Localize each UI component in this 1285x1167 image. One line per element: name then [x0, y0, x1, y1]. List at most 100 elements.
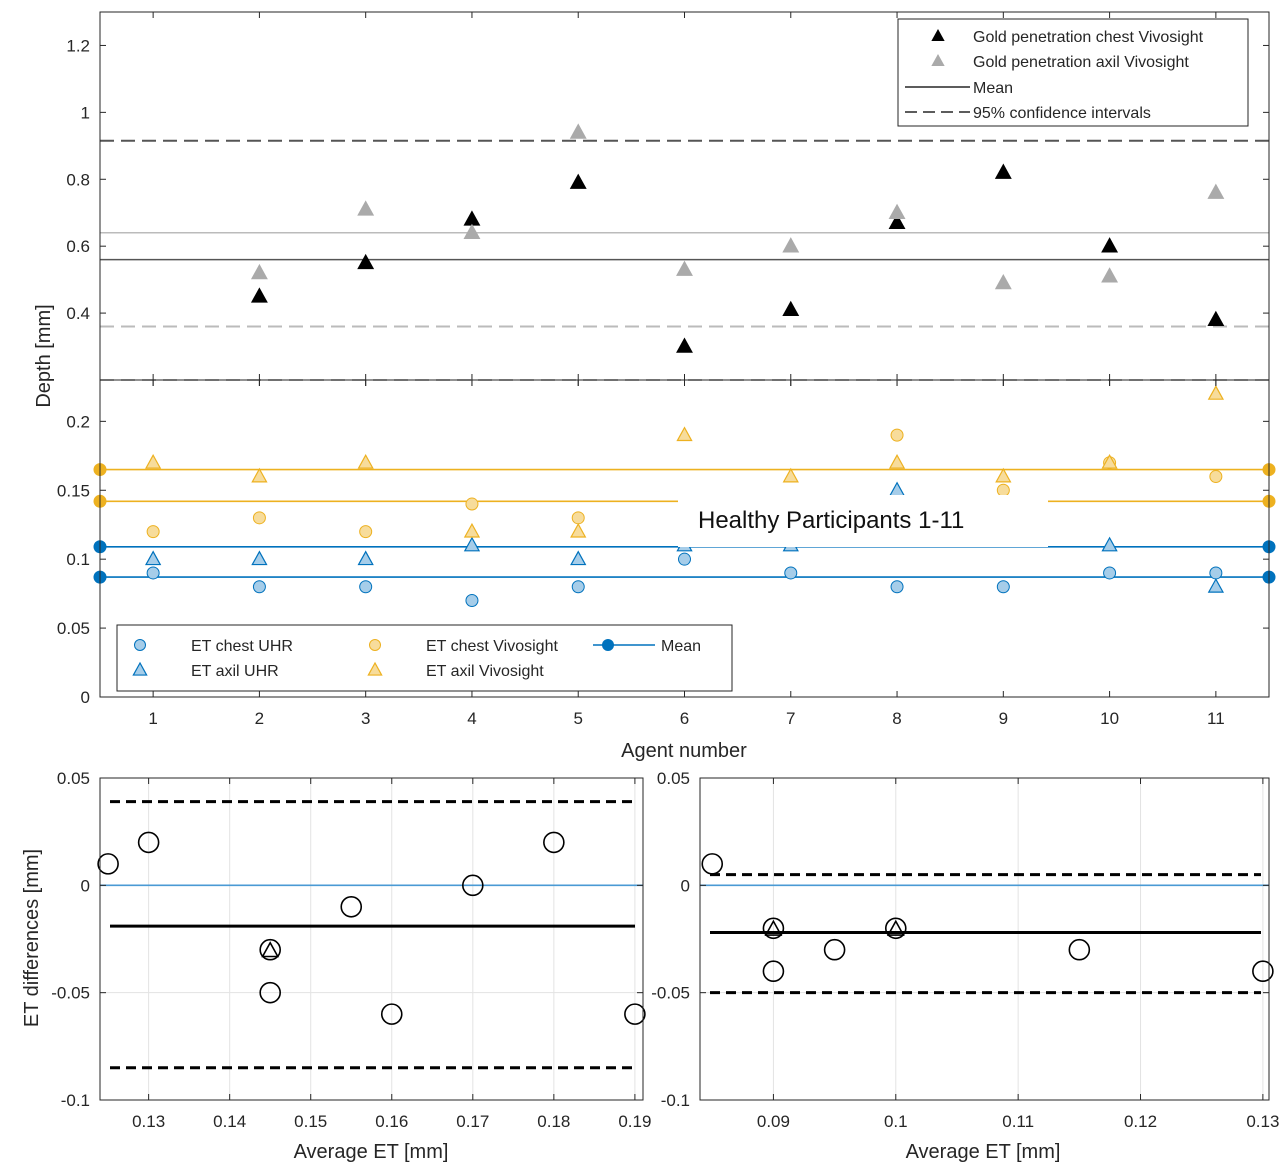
- axes-frame: [699, 777, 1270, 1101]
- et-point: [1103, 566, 1117, 580]
- y-tick-label: 0.05: [57, 619, 90, 638]
- x-tick-label: 6: [680, 709, 689, 728]
- y-tick-label: 0: [81, 876, 90, 895]
- et-point: [357, 550, 374, 566]
- et-point: [1207, 577, 1225, 593]
- y-tick-label: 0.2: [66, 412, 90, 431]
- x-tick-label: 0.18: [537, 1112, 570, 1131]
- x-tick-label: 0.17: [456, 1112, 489, 1131]
- et-point: [146, 566, 160, 580]
- legend-marker: [602, 639, 614, 651]
- legend-label: ET axil UHR: [191, 663, 279, 680]
- gold-penetration-point: [463, 210, 481, 226]
- legend-label: Gold penetration chest Vivosight: [973, 29, 1204, 46]
- difference-point: [380, 1003, 403, 1025]
- legend-label: 95% confidence intervals: [973, 105, 1151, 122]
- y-tick-label: 0.8: [66, 170, 90, 189]
- difference-point: [762, 917, 785, 940]
- et-point: [890, 428, 904, 442]
- legend-box: [897, 18, 1249, 127]
- x-tick-label: 7: [786, 709, 795, 728]
- difference-point: [97, 853, 119, 875]
- et-point: [252, 580, 266, 594]
- et-point: [995, 467, 1012, 483]
- axes-frame: [99, 777, 644, 1101]
- axis-labels: Depth [mm] Agent number ET differences [mm…: [21, 304, 1060, 1163]
- y-tick-label: -0.1: [61, 1091, 90, 1110]
- difference-point: [259, 981, 281, 1004]
- x-tick-label: 0.13: [132, 1112, 165, 1131]
- x-axis-label-average-left: Average ET [mm]: [294, 1141, 449, 1163]
- difference-point: [462, 874, 484, 897]
- gold-penetration-point: [1207, 183, 1225, 199]
- y-tick-label: 0.05: [57, 769, 90, 788]
- gold-penetration-point: [569, 173, 587, 189]
- gold-penetration-point: [250, 287, 268, 303]
- et-point: [463, 536, 481, 552]
- y-tick-label: 1: [81, 103, 90, 122]
- et-point: [1209, 469, 1223, 483]
- x-tick-label: 9: [999, 709, 1008, 728]
- legend-marker: [367, 661, 383, 676]
- legend-label: Gold penetration axil Vivosight: [973, 54, 1189, 71]
- difference-point-triangle: [261, 941, 280, 958]
- et-point: [144, 453, 162, 469]
- y-tick-label: 0.05: [657, 769, 690, 788]
- difference-point: [340, 895, 363, 918]
- x-tick-label: 3: [361, 709, 370, 728]
- legend-label: ET chest Vivosight: [426, 638, 558, 655]
- difference-point-triangle: [764, 919, 783, 936]
- y-tick-label: -0.05: [651, 984, 690, 1003]
- et-point: [465, 594, 479, 608]
- et-point: [676, 426, 693, 442]
- et-point: [251, 467, 268, 483]
- difference-point: [137, 831, 160, 854]
- gold-penetration-point: [676, 337, 693, 353]
- x-tick-label: 0.15: [294, 1112, 327, 1131]
- x-tick-label: 0.11: [1002, 1112, 1034, 1131]
- et-point: [1209, 566, 1223, 580]
- x-tick-label: 0.1: [884, 1112, 908, 1131]
- gold-penetration-point: [569, 123, 587, 139]
- et-point: [144, 550, 162, 566]
- x-tick-label: 1: [148, 709, 157, 728]
- et-point: [251, 550, 268, 566]
- bland-altman-left-panel: 0.13 0.14 0.15 0.16 0.17 0.18 0.19 -0.1 -0.05 0 0.…: [51, 769, 651, 1131]
- et-point: [463, 522, 481, 538]
- et-point: [359, 525, 373, 539]
- x-tick-label: 11: [1207, 709, 1225, 728]
- et-point: [888, 453, 906, 469]
- x-tick-label: 8: [892, 709, 901, 728]
- y-tick-label: 1.2: [66, 36, 90, 55]
- gold-penetration-point: [888, 203, 906, 219]
- y-tick-label: 0.1: [66, 550, 90, 569]
- et-point: [782, 467, 799, 483]
- y-tick-label: 0: [81, 688, 90, 707]
- difference-point-triangle: [886, 919, 905, 936]
- et-point: [570, 550, 587, 566]
- legend-marker: [931, 54, 945, 67]
- difference-point: [543, 831, 565, 854]
- et-point: [1207, 385, 1225, 400]
- legend-label: Mean: [661, 638, 701, 655]
- difference-point: [1252, 960, 1274, 983]
- et-point: [996, 580, 1010, 594]
- legend-marker: [369, 639, 381, 651]
- gold-penetration-point: [1207, 310, 1225, 327]
- et-point: [571, 511, 585, 525]
- et-point: [252, 511, 266, 525]
- y-tick-label: 0.15: [57, 481, 90, 500]
- difference-point: [1068, 938, 1091, 961]
- y-axis-label-et-differences: ET differences [mm]: [21, 849, 43, 1027]
- legend-label: ET axil Vivosight: [426, 663, 544, 680]
- bland-altman-right-panel: 0.09 0.1 0.11 0.12 0.13 -0.1 -0.05 0 0.05: [651, 769, 1279, 1131]
- gold-penetration-point: [782, 237, 800, 253]
- difference-point: [884, 917, 907, 940]
- legend-label: Mean: [973, 80, 1013, 97]
- et-point: [1101, 453, 1118, 469]
- difference-point: [624, 1003, 646, 1025]
- legend-marker: [134, 639, 146, 651]
- difference-point: [701, 853, 724, 875]
- gold-penetration-point: [1101, 267, 1119, 283]
